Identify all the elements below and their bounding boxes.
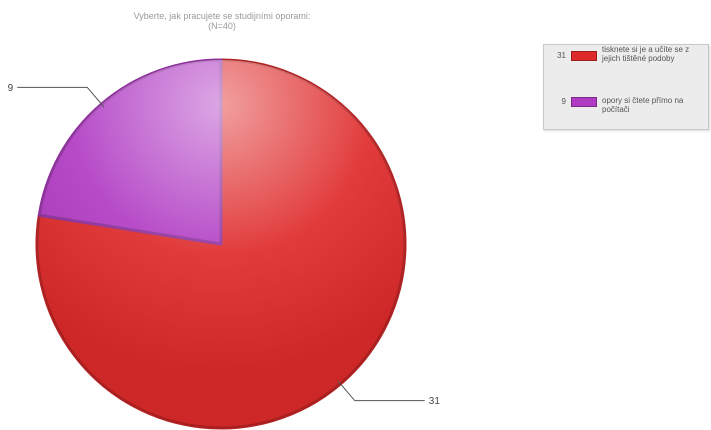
chart-title: Vyberte, jak pracujete se studijními opo… — [134, 11, 311, 21]
legend-value: 9 — [561, 97, 566, 106]
legend-label: opory si čtete přímo na počítači — [602, 96, 684, 114]
legend-item-screen: 9 opory si čtete přímo na počítači — [544, 91, 702, 114]
data-label: 9 — [8, 83, 14, 94]
callout-line — [17, 86, 105, 108]
data-label: 31 — [429, 396, 441, 407]
legend: 31 tisknete si je a učíte se z jejich ti… — [543, 44, 709, 130]
chart-subtitle: (N=40) — [208, 21, 236, 31]
legend-value: 31 — [557, 51, 566, 60]
legend-item-printed: 31 tisknete si je a učíte se z jejich ti… — [544, 45, 702, 63]
legend-label: tisknete si je a učíte se z jejich tiště… — [602, 45, 690, 63]
callout-line — [337, 380, 425, 402]
legend-swatch-purple — [571, 97, 597, 107]
legend-swatch-red — [571, 51, 597, 61]
